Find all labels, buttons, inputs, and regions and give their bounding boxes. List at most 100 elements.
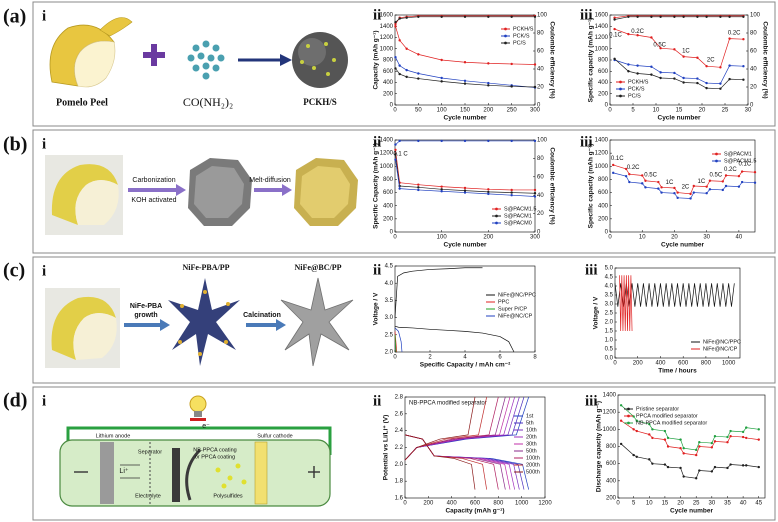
illustration-label: e⁻: [202, 423, 210, 430]
y-axis-label: Potential vs Li/Li⁺ (V): [383, 415, 390, 481]
x-tick-label: 15: [662, 501, 669, 507]
x-tick-label: 250: [507, 108, 518, 114]
data-point: [394, 148, 397, 152]
y-tick-label: 4.0: [605, 284, 614, 290]
data-point: [682, 55, 685, 58]
y-tick-label: 800: [383, 58, 394, 64]
data-point: [689, 192, 692, 196]
data-point: [487, 62, 490, 65]
data-point: [487, 15, 490, 18]
annotation: 0.1C: [611, 156, 624, 162]
data-point: [729, 463, 732, 466]
y2-tick-label: 60: [750, 49, 757, 55]
y-tick-label: 600: [383, 69, 394, 75]
data-point: [398, 64, 401, 67]
data-point: [440, 58, 443, 62]
y-tick-label: 2.5: [385, 332, 394, 338]
data-point: [632, 453, 635, 457]
data-point: [440, 188, 443, 191]
data-point: [673, 192, 676, 195]
series-line: [620, 443, 759, 479]
x-tick-label: 20: [699, 108, 706, 114]
legend-label: Super P/CP: [498, 306, 527, 312]
illustration: [59, 395, 332, 507]
data-point: [636, 34, 639, 37]
x-tick-label: 200: [423, 501, 434, 507]
x-tick-label: 8: [533, 355, 537, 361]
legend-label: NiFe@NC/PPC: [703, 339, 741, 345]
data-point: [708, 179, 712, 182]
y2-tick-label: 40: [537, 193, 544, 199]
data-point: [682, 76, 685, 80]
illustration-label: CO(NH₂)₂: [183, 95, 233, 109]
data-point: [692, 184, 695, 188]
y-tick-label: 200: [383, 216, 394, 222]
x-tick-label: 15: [676, 108, 683, 114]
legend-label: 100th: [526, 455, 540, 461]
panel-label: i: [42, 393, 46, 409]
legend-label: NiFe@NC/CP: [498, 313, 533, 319]
data-point: [721, 188, 724, 192]
x-axis-label: Cycle number: [444, 242, 487, 249]
data-point: [641, 182, 644, 185]
y-tick-label: 3.5: [605, 293, 614, 299]
x-tick-label: 0: [608, 235, 612, 241]
x-tick-label: 4: [463, 355, 467, 361]
y-tick-label: 1200: [595, 151, 609, 157]
y-tick-label: 0.5: [605, 347, 614, 353]
legend-label: PPC: [498, 299, 509, 305]
annotation: 2C: [707, 58, 715, 64]
illustration-label: Pomelo Peel: [56, 97, 108, 108]
data-point: [696, 77, 699, 80]
data-point: [510, 62, 513, 66]
panel-label: i: [42, 263, 46, 279]
panel-label: ii: [373, 134, 381, 150]
data-point: [487, 192, 490, 196]
data-point: [710, 441, 714, 445]
data-point: [696, 56, 699, 59]
x-tick-label: 20: [677, 501, 684, 507]
data-point: [753, 171, 757, 174]
data-point: [745, 426, 748, 429]
data-point: [682, 15, 685, 18]
annotation: 0.1C: [739, 161, 752, 167]
data-point: [742, 64, 745, 68]
data-point: [757, 465, 760, 469]
x-axis-label: Capacity (mAh g⁻¹): [445, 508, 504, 515]
y2-tick-label: 80: [537, 31, 544, 37]
y-tick-label: 800: [598, 58, 609, 64]
x-tick-label: 800: [493, 501, 504, 507]
series-line: [620, 420, 759, 456]
y-tick-label: 2.0: [605, 320, 614, 326]
y-tick-label: 1000: [595, 164, 609, 170]
y-tick-label: 1400: [380, 138, 394, 144]
data-point: [663, 463, 667, 466]
data-point: [627, 70, 630, 73]
series-line: [614, 283, 735, 307]
data-point: [627, 15, 630, 18]
illustration-label: Lithium anode: [96, 433, 131, 439]
annotation: 0.1C: [609, 32, 622, 38]
y-tick-label: 1000: [595, 46, 609, 52]
y2-tick-label: 80: [750, 31, 757, 37]
illustration-label: Melt-diffusion: [249, 177, 291, 184]
data-point: [673, 77, 676, 80]
legend-marker: [504, 41, 507, 45]
panel-label: iii: [585, 393, 598, 409]
y-tick-label: 4.5: [605, 275, 614, 281]
x-tick-label: 45: [755, 501, 762, 507]
y-tick-label: 200: [383, 91, 394, 97]
series-line: [394, 334, 397, 353]
x-tick-label: 10: [646, 501, 653, 507]
panel-label: i: [42, 136, 46, 152]
legend-label: 5th: [526, 420, 534, 426]
data-point: [650, 15, 653, 18]
data-point: [741, 464, 745, 467]
data-point: [724, 174, 728, 177]
data-point: [741, 430, 745, 434]
x-tick-label: 40: [736, 235, 743, 241]
data-point: [650, 36, 653, 39]
y-axis-label: Voltage / V: [593, 296, 600, 329]
data-point: [657, 187, 660, 190]
